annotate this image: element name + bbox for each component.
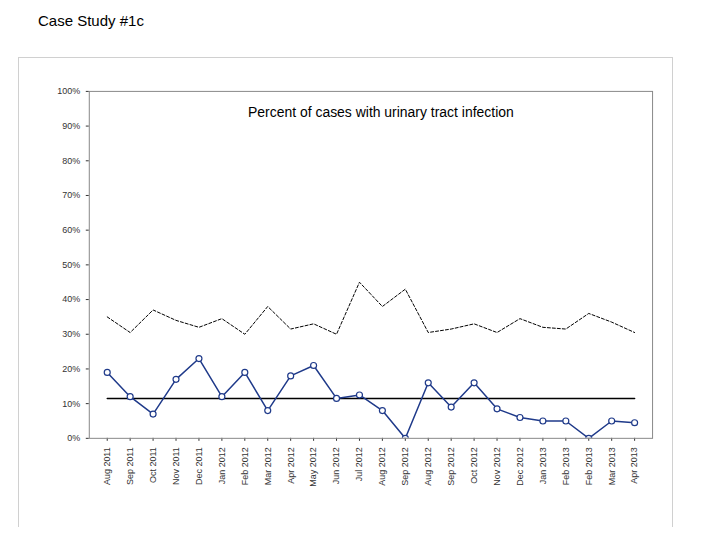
svg-text:Feb 2013: Feb 2013 bbox=[561, 447, 571, 485]
svg-text:Nov 2011: Nov 2011 bbox=[171, 447, 181, 485]
svg-text:Nov 2012: Nov 2012 bbox=[492, 447, 502, 485]
svg-text:May 2012: May 2012 bbox=[308, 447, 318, 486]
svg-text:50%: 50% bbox=[62, 260, 80, 270]
svg-text:Sep 2012: Sep 2012 bbox=[400, 447, 410, 485]
svg-text:90%: 90% bbox=[62, 121, 80, 131]
svg-text:Jun 2012: Jun 2012 bbox=[331, 447, 341, 484]
svg-text:Jan 2012: Jan 2012 bbox=[217, 447, 227, 484]
html-text:Case Study #1c: Case Study #1c bbox=[38, 12, 144, 29]
svg-text:60%: 60% bbox=[62, 225, 80, 235]
svg-text:0%: 0% bbox=[67, 433, 80, 443]
svg-text:Oct 2012: Oct 2012 bbox=[469, 447, 479, 483]
svg-text:Dec 2012: Dec 2012 bbox=[515, 447, 525, 485]
svg-text:Mar 2013: Mar 2013 bbox=[607, 447, 617, 485]
svg-text:Dec 2011: Dec 2011 bbox=[194, 447, 204, 485]
svg-text:70%: 70% bbox=[62, 190, 80, 200]
svg-text:Aug 2012: Aug 2012 bbox=[423, 447, 433, 485]
svg-text:Feb 2012: Feb 2012 bbox=[240, 447, 250, 485]
svg-text:100%: 100% bbox=[57, 86, 80, 96]
svg-text:Percent of cases with urinary: Percent of cases with urinary tract infe… bbox=[248, 104, 514, 120]
svg-text:Sep 2012: Sep 2012 bbox=[446, 447, 456, 485]
svg-text:80%: 80% bbox=[62, 156, 80, 166]
svg-text:Mar 2012: Mar 2012 bbox=[263, 447, 273, 485]
svg-text:Aug 2011: Aug 2011 bbox=[102, 447, 112, 485]
svg-text:Oct 2011: Oct 2011 bbox=[148, 447, 158, 483]
svg-text:Feb 2013: Feb 2013 bbox=[584, 447, 594, 485]
svg-text:Aug 2012: Aug 2012 bbox=[377, 447, 387, 485]
svg-text:Jan 2013: Jan 2013 bbox=[538, 447, 548, 484]
svg-text:Jul 2012: Jul 2012 bbox=[354, 447, 364, 481]
svg-text:40%: 40% bbox=[62, 294, 80, 304]
svg-text:Sep 2011: Sep 2011 bbox=[125, 447, 135, 485]
svg-text:Apr 2012: Apr 2012 bbox=[286, 447, 296, 483]
svg-text:10%: 10% bbox=[62, 399, 80, 409]
svg-text:20%: 20% bbox=[62, 364, 80, 374]
svg-text:30%: 30% bbox=[62, 329, 80, 339]
svg-text:Apr 2013: Apr 2013 bbox=[629, 447, 639, 483]
